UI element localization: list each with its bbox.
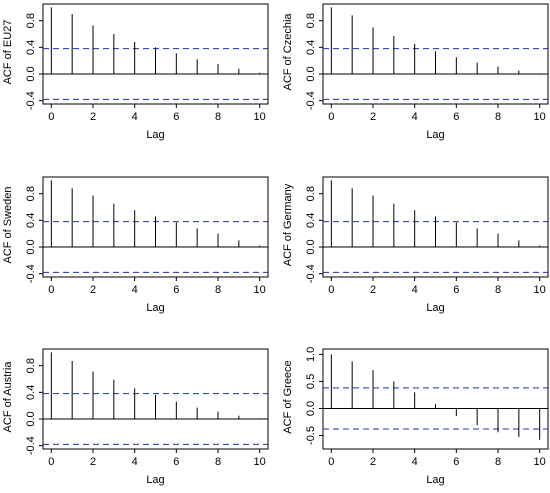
- y-axis-label: ACF of Czechia: [282, 13, 294, 91]
- x-axis-label: Lag: [426, 302, 444, 314]
- x-axis-label: Lag: [146, 129, 164, 141]
- y-tick-label: 0.4: [305, 40, 317, 55]
- y-axis-label: ACF of Greece: [282, 360, 294, 433]
- acf-panel-2: 0 2 4 6 8 10 -0.4 0.0 0.4 0.8 Lag ACF of Sweden: [2, 176, 269, 314]
- y-tick-label: 0.0: [305, 239, 317, 254]
- y-axis-label: ACF of Austria: [2, 361, 14, 433]
- y-tick-label: 0.0: [305, 401, 317, 416]
- x-tick-label: 2: [90, 284, 96, 296]
- plot-frame: [322, 3, 549, 105]
- x-tick-label: 0: [328, 111, 334, 123]
- x-tick-label: 4: [132, 284, 138, 296]
- x-tick-label: 6: [453, 111, 459, 123]
- x-tick-label: 6: [453, 456, 459, 468]
- x-tick-label: 8: [215, 284, 221, 296]
- plot-frame: [42, 3, 269, 105]
- acf-panel-0: 0 2 4 6 8 10 -0.4 0.0 0.4 0.8 Lag ACF of EU27: [2, 3, 269, 141]
- x-tick-label: 0: [328, 456, 334, 468]
- y-tick-label: 0.5: [305, 374, 317, 389]
- acf-panel-4: 0 2 4 6 8 10 -0.4 0.0 0.4 0.8 Lag ACF of Austria: [2, 348, 269, 486]
- x-tick-label: 0: [48, 111, 54, 123]
- acf-panel-1: 0 2 4 6 8 10 -0.4 0.0 0.4 0.8 Lag ACF of Czechia: [282, 3, 549, 141]
- x-tick-label: 0: [48, 284, 54, 296]
- x-tick-label: 4: [412, 284, 418, 296]
- x-tick-label: 2: [370, 456, 376, 468]
- y-tick-label: 0.4: [25, 385, 37, 400]
- x-tick-label: 4: [412, 456, 418, 468]
- x-tick-label: 6: [453, 284, 459, 296]
- y-tick-label: 0.0: [25, 411, 37, 426]
- x-tick-label: 8: [495, 284, 501, 296]
- y-tick-label: 0.0: [25, 66, 37, 81]
- x-tick-label: 8: [495, 111, 501, 123]
- y-tick-label: 1.0: [305, 347, 317, 362]
- x-axis-label: Lag: [426, 129, 444, 141]
- plot-frame: [42, 176, 269, 278]
- y-tick-label: 0.4: [25, 40, 37, 55]
- x-axis-label: Lag: [146, 302, 164, 314]
- x-tick-label: 2: [90, 456, 96, 468]
- y-tick-label: -0.4: [25, 436, 37, 455]
- x-tick-label: 6: [173, 456, 179, 468]
- y-tick-label: -0.4: [305, 264, 317, 283]
- x-tick-label: 8: [215, 456, 221, 468]
- x-tick-label: 10: [254, 284, 266, 296]
- plot-frame: [322, 176, 549, 278]
- y-tick-label: 0.8: [25, 358, 37, 373]
- x-tick-label: 2: [370, 284, 376, 296]
- plot-frame: [322, 348, 549, 450]
- y-tick-label: 0.4: [305, 213, 317, 228]
- y-axis-label: ACF of Germany: [282, 183, 294, 266]
- x-tick-label: 6: [173, 111, 179, 123]
- x-tick-label: 10: [534, 284, 546, 296]
- plot-frame: [42, 348, 269, 450]
- x-tick-label: 0: [328, 284, 334, 296]
- x-tick-label: 8: [215, 111, 221, 123]
- acf-panel-3: 0 2 4 6 8 10 -0.4 0.0 0.4 0.8 Lag ACF of Germany: [282, 176, 549, 314]
- y-tick-label: 0.0: [25, 239, 37, 254]
- y-tick-label: -0.4: [25, 264, 37, 283]
- y-tick-label: 0.8: [305, 13, 317, 28]
- y-tick-label: -0.4: [25, 91, 37, 110]
- y-tick-label: 0.0: [305, 66, 317, 81]
- x-tick-label: 2: [90, 111, 96, 123]
- y-tick-label: -0.5: [305, 426, 317, 445]
- x-tick-label: 10: [534, 111, 546, 123]
- y-tick-label: 0.4: [25, 213, 37, 228]
- y-tick-label: 0.8: [25, 13, 37, 28]
- x-tick-label: 10: [254, 111, 266, 123]
- y-tick-label: 0.8: [305, 186, 317, 201]
- x-tick-label: 10: [254, 456, 266, 468]
- y-tick-label: 0.8: [25, 186, 37, 201]
- x-axis-label: Lag: [426, 474, 444, 486]
- x-tick-label: 6: [173, 284, 179, 296]
- y-axis-label: ACF of EU27: [2, 20, 14, 85]
- y-tick-label: -0.4: [305, 91, 317, 110]
- x-tick-label: 0: [48, 456, 54, 468]
- x-tick-label: 8: [495, 456, 501, 468]
- y-axis-label: ACF of Sweden: [2, 186, 14, 263]
- x-tick-label: 4: [412, 111, 418, 123]
- acf-panel-5: 0 2 4 6 8 10 -0.5 0.0 0.5 1.0 Lag ACF of Greece: [282, 347, 549, 486]
- x-tick-label: 10: [534, 456, 546, 468]
- x-tick-label: 4: [132, 456, 138, 468]
- x-axis-label: Lag: [146, 474, 164, 486]
- x-tick-label: 4: [132, 111, 138, 123]
- x-tick-label: 2: [370, 111, 376, 123]
